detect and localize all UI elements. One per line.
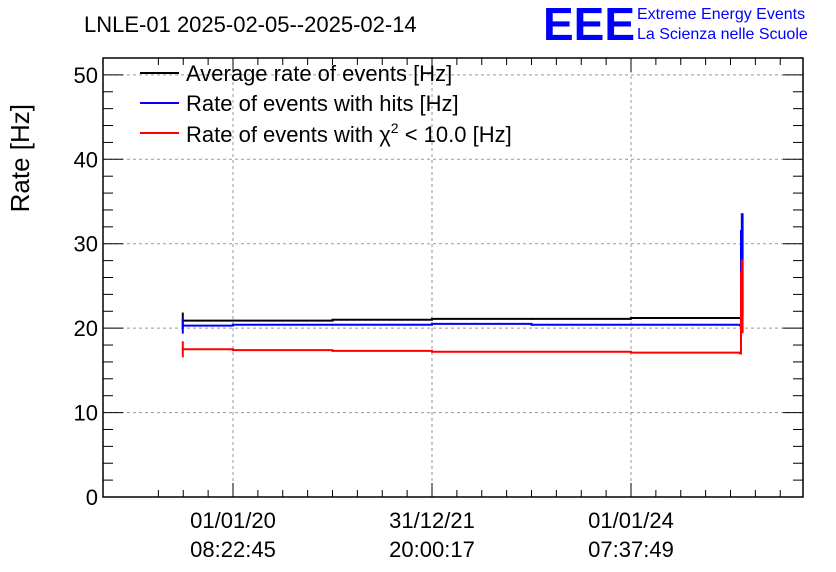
legend-label-average: Average rate of events [Hz] bbox=[186, 61, 452, 86]
series-point-0 bbox=[629, 317, 632, 319]
series-point-0 bbox=[431, 317, 433, 320]
y-axis-label: Rate [Hz] bbox=[5, 104, 35, 212]
series-point-1 bbox=[431, 322, 433, 325]
x-tick-date: 01/01/20 bbox=[190, 508, 276, 533]
series-point-0 bbox=[530, 317, 533, 320]
y-tick-label: 0 bbox=[86, 485, 98, 510]
y-tick-label: 10 bbox=[74, 401, 98, 426]
axis-ticks bbox=[103, 57, 803, 498]
series-point-0 bbox=[331, 318, 334, 321]
legend: Average rate of events [Hz] Rate of even… bbox=[140, 61, 512, 147]
series-point-2 bbox=[231, 349, 234, 352]
legend-chi2-superscript: 2 bbox=[391, 120, 399, 136]
y-tick-labels: 0 10 20 30 40 50 bbox=[74, 63, 98, 510]
series-point-2 bbox=[431, 350, 433, 353]
x-tick-date: 31/12/21 bbox=[389, 508, 475, 533]
series-point-1 bbox=[530, 323, 533, 326]
legend-chi2-suffix: < 10.0 [Hz] bbox=[399, 122, 512, 147]
series-point-1 bbox=[740, 213, 743, 216]
series-line-1 bbox=[182, 213, 744, 327]
x-tick-labels: 01/01/20 08:22:45 31/12/21 20:00:17 01/01/24… bbox=[190, 508, 674, 562]
y-tick-label: 30 bbox=[74, 232, 98, 257]
series-point-2 bbox=[629, 351, 632, 354]
data-series bbox=[181, 213, 744, 358]
legend-label-chi2: Rate of events with χ2 < 10.0 [Hz] bbox=[186, 120, 512, 147]
grid bbox=[103, 58, 803, 497]
series-line-0 bbox=[182, 259, 744, 322]
x-tick-date: 01/01/24 bbox=[588, 508, 674, 533]
series-point-2 bbox=[530, 350, 533, 353]
eee-logo: EEE Extreme Energy Events La Scienza nel… bbox=[543, 0, 808, 50]
series-point-1 bbox=[331, 323, 334, 326]
legend-label-hits: Rate of events with hits [Hz] bbox=[186, 91, 459, 116]
legend-chi2-symbol: χ bbox=[379, 122, 391, 147]
series-point-2 bbox=[740, 259, 743, 262]
series-point-1 bbox=[740, 230, 742, 233]
chart-title: LNLE-01 2025-02-05--2025-02-14 bbox=[84, 12, 417, 37]
series-point-2 bbox=[331, 349, 334, 352]
y-tick-label: 40 bbox=[74, 147, 98, 172]
logo-line-2: La Scienza nelle Scuole bbox=[637, 26, 808, 43]
legend-chi2-prefix: Rate of events with bbox=[186, 122, 379, 147]
x-tick-time: 08:22:45 bbox=[190, 537, 276, 562]
logo-line-1: Extreme Energy Events bbox=[637, 6, 805, 23]
logo-mark: EEE bbox=[543, 0, 635, 50]
series-point-2 bbox=[739, 352, 742, 355]
series-line-2 bbox=[182, 259, 744, 355]
series-point-0 bbox=[231, 319, 234, 322]
x-tick-time: 07:37:49 bbox=[588, 537, 674, 562]
y-tick-label: 50 bbox=[74, 63, 98, 88]
series-point-1 bbox=[629, 323, 632, 326]
x-tick-time: 20:00:17 bbox=[389, 537, 475, 562]
series-point-1 bbox=[231, 323, 234, 326]
y-tick-label: 20 bbox=[74, 316, 98, 341]
series-point-2 bbox=[741, 331, 744, 334]
series-point-2 bbox=[740, 272, 742, 275]
